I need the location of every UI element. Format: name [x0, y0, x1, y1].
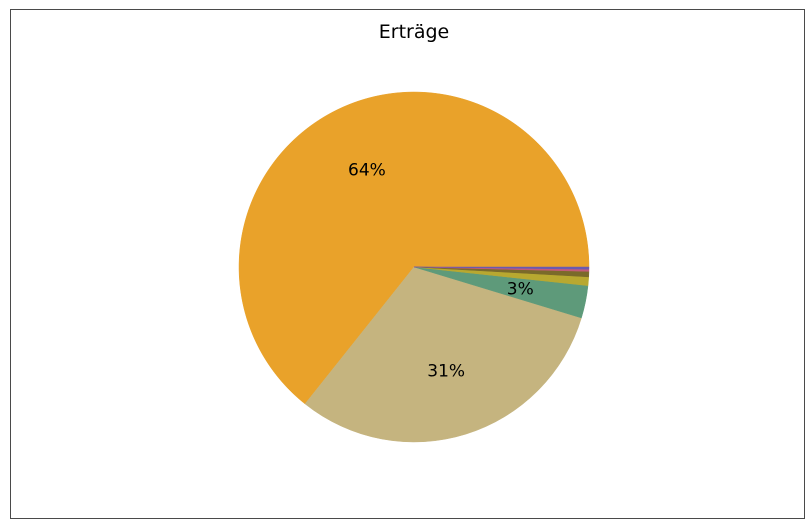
chart-title: Erträge	[379, 21, 449, 43]
pie-slice-0	[238, 91, 590, 405]
pie-slice-1	[304, 266, 582, 443]
pie-data-label-2: 3%	[507, 280, 534, 300]
pie-labels: 64% 31% 3%	[348, 160, 534, 381]
pie-data-label-0: 64%	[348, 160, 386, 180]
pie-slices	[238, 91, 590, 443]
pie-data-label-1: 31%	[427, 362, 465, 382]
pie-slice-6	[413, 266, 590, 270]
